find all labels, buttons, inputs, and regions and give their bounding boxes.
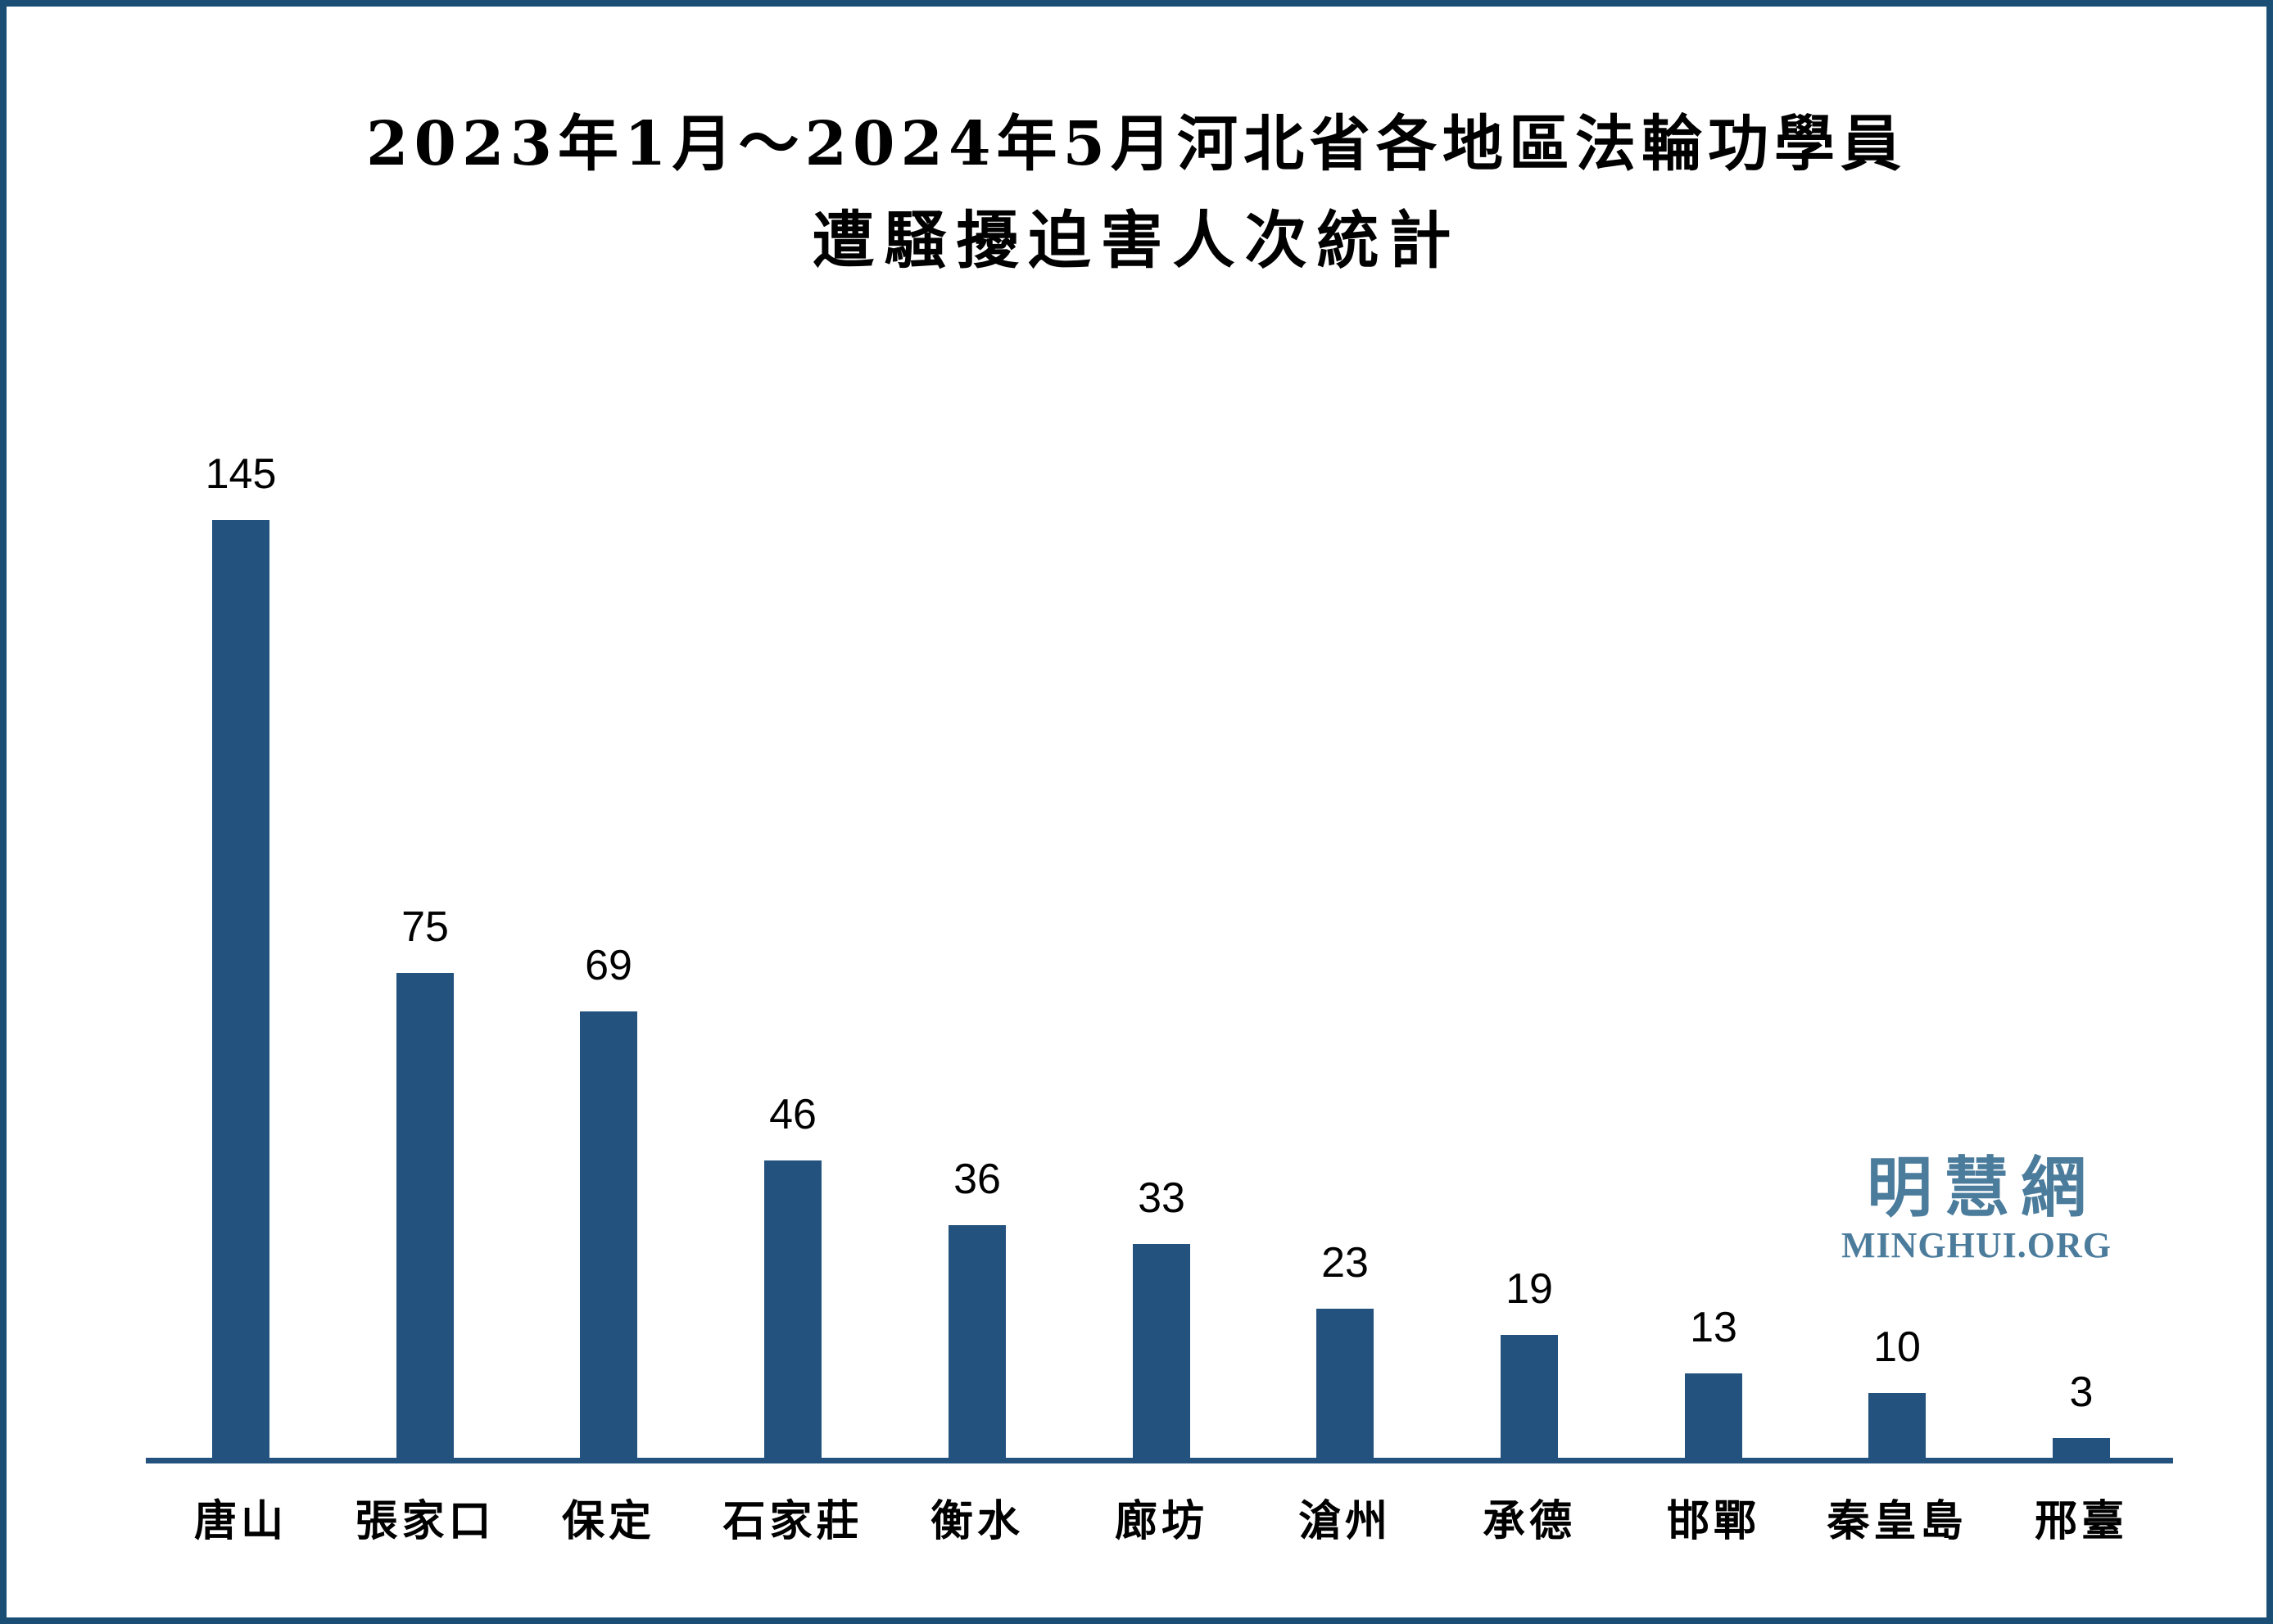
bar-value-label-8: 19 <box>1506 1265 1553 1313</box>
bar-8 <box>1501 1335 1558 1463</box>
x-axis-tick-label-4: 石家莊 <box>722 1496 863 1546</box>
x-axis-tick-label-11: 邢臺 <box>2034 1496 2128 1546</box>
x-axis-tick-label-3: 保定 <box>561 1496 655 1546</box>
bar-2 <box>396 973 454 1463</box>
bar-11 <box>2053 1438 2110 1463</box>
x-axis-tick-label-7: 滄州 <box>1297 1496 1392 1546</box>
bar-chart-plot-area: 145 唐山 75 張家口 69 保定 46 石家莊 36 衡水 33 廊坊 23 滄州 19 承德 13 邯鄲 1… <box>7 7 2266 1617</box>
x-axis-tick-label-10: 秦皇島 <box>1827 1496 1967 1546</box>
x-axis-tick-label-1: 唐山 <box>193 1496 288 1546</box>
bar-9 <box>1685 1373 1742 1463</box>
bar-value-label-1: 145 <box>205 450 277 498</box>
bar-value-label-7: 23 <box>1321 1239 1369 1287</box>
x-axis-tick-label-8: 承德 <box>1482 1496 1576 1546</box>
bar-5 <box>949 1225 1006 1463</box>
minghui-logo-latin-text: MINGHUI.ORG <box>1841 1225 2112 1265</box>
x-axis-tick-label-5: 衡水 <box>930 1496 1024 1546</box>
x-axis-tick-label-2: 張家口 <box>355 1496 496 1546</box>
chart-title-line2: 遭騷擾迫害人次統計 <box>812 204 1461 277</box>
bar-value-label-9: 13 <box>1690 1304 1737 1351</box>
x-axis-tick-label-9: 邯鄲 <box>1666 1496 1760 1546</box>
bar-3 <box>580 1011 637 1463</box>
bar-value-label-4: 46 <box>769 1091 817 1138</box>
chart-title: 2023年1月～2024年5月河北省各地區法輪功學員 遭騷擾迫害人次統計 <box>7 98 2266 287</box>
bar-value-label-10: 10 <box>1873 1323 1921 1371</box>
bar-6 <box>1133 1244 1190 1463</box>
bar-value-label-11: 3 <box>2069 1368 2094 1416</box>
minghui-logo: 明慧網 MINGHUI.ORG <box>1837 1151 2116 1264</box>
bar-value-label-5: 36 <box>953 1156 1001 1203</box>
bar-1 <box>212 520 269 1463</box>
bar-7 <box>1316 1309 1374 1463</box>
bar-4 <box>764 1160 822 1463</box>
bar-value-label-6: 33 <box>1138 1174 1185 1222</box>
bar-10 <box>1868 1393 1926 1463</box>
x-axis-tick-label-6: 廊坊 <box>1114 1496 1208 1546</box>
chart-title-line1: 2023年1月～2024年5月河北省各地區法輪功學員 <box>366 109 1907 179</box>
minghui-logo-cjk-text: 明慧網 <box>1867 1149 2098 1226</box>
bar-value-label-2: 75 <box>401 903 449 951</box>
bar-value-label-3: 69 <box>585 942 632 989</box>
